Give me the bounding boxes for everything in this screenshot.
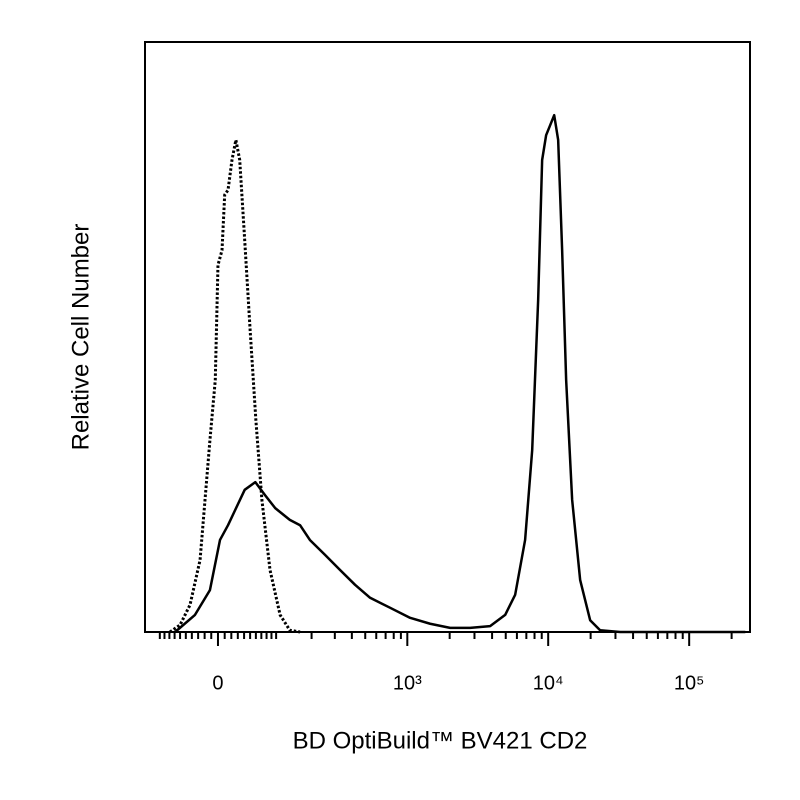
histogram-line <box>174 113 746 634</box>
x-tick-label: 10³ <box>393 672 422 694</box>
x-axis-label: BD OptiBuild™ BV421 CD2 <box>293 727 588 754</box>
plot-frame <box>144 41 751 633</box>
y-axis-label: Relative Cell Number <box>67 224 94 451</box>
x-tick-label: 10⁵ <box>674 672 705 694</box>
histogram-line <box>169 138 301 634</box>
x-tick-label: 10⁴ <box>533 672 564 694</box>
x-tick-label: 0 <box>212 672 223 694</box>
